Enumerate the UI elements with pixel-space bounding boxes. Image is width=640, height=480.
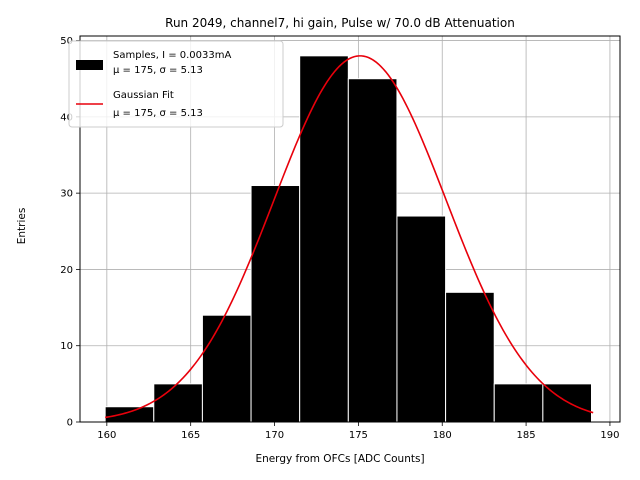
x-tick-label: 185	[517, 430, 536, 441]
y-tick-label: 0	[67, 418, 73, 429]
legend-samples-label: Samples, I = 0.0033mA	[113, 50, 231, 61]
histogram-bar	[250, 185, 301, 423]
y-tick-label: 50	[60, 36, 73, 47]
legend-samples-stats: μ = 175, σ = 5.13	[113, 65, 203, 76]
histogram-bar	[493, 383, 544, 423]
legend: Samples, I = 0.0033mA μ = 175, σ = 5.13 …	[68, 40, 284, 128]
histogram-bar	[201, 314, 252, 423]
y-tick-label: 30	[60, 189, 73, 200]
x-tick-label: 190	[600, 430, 619, 441]
plot-frame	[79, 35, 621, 423]
x-tick-label: 175	[349, 430, 368, 441]
y-axis-label: Entries	[16, 208, 28, 245]
y-tick-label: 10	[60, 341, 73, 352]
histogram-bars	[104, 55, 592, 423]
histogram-bar	[396, 215, 447, 423]
gaussian-fit-line	[105, 55, 594, 419]
x-tick-label: 165	[181, 430, 200, 441]
x-axis-ticks: 160 165 170 175 180 185 190	[97, 422, 619, 441]
legend-box	[68, 40, 284, 128]
x-tick-label: 180	[433, 430, 452, 441]
y-tick-label: 20	[60, 265, 73, 276]
x-axis-label: Energy from OFCs [ADC Counts]	[255, 453, 424, 465]
legend-samples-swatch	[76, 60, 103, 70]
legend-fit-label: Gaussian Fit	[113, 90, 174, 101]
histogram-bar	[153, 383, 203, 423]
legend-fit-stats: μ = 175, σ = 5.13	[113, 108, 203, 119]
histogram-bar	[104, 406, 155, 423]
histogram-bar	[299, 55, 349, 423]
chart-title: Run 2049, channel7, hi gain, Pulse w/ 70…	[165, 16, 515, 30]
y-tick-label: 40	[60, 112, 73, 123]
histogram-bar	[347, 78, 398, 423]
x-tick-label: 170	[265, 430, 284, 441]
histogram-bar	[445, 291, 495, 423]
x-tick-label: 160	[97, 430, 116, 441]
